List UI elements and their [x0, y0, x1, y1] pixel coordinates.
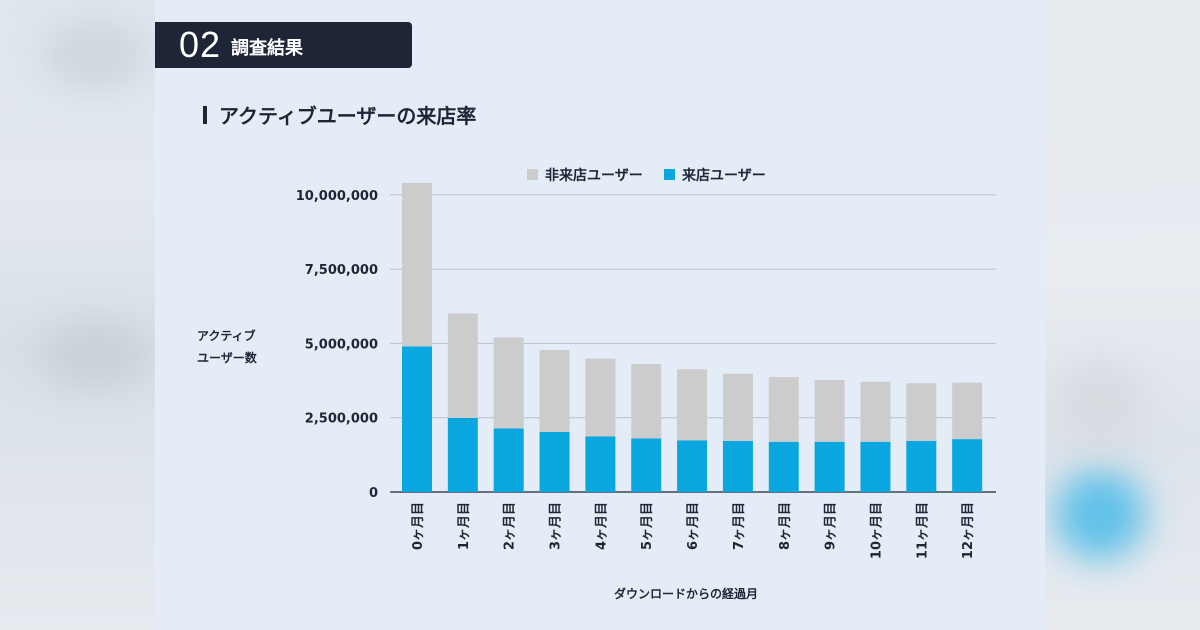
y-tick-label: 2,500,000 [305, 412, 378, 427]
slide-canvas [155, 0, 1045, 630]
bar-segment [631, 438, 662, 492]
bar-segment [722, 440, 753, 492]
left-blurred-background [0, 0, 155, 630]
y-tick-label: 0 [369, 486, 378, 501]
bar-segment [447, 313, 478, 419]
x-tick-label: 8ヶ月目 [778, 502, 793, 550]
bar-segment [814, 379, 845, 442]
bar-segment [402, 182, 432, 347]
bar-segment [768, 377, 799, 442]
blurred-shape [40, 20, 150, 90]
bar-segment [952, 439, 983, 492]
blurred-shape [1055, 360, 1145, 450]
bar-segment [768, 441, 799, 492]
x-axis-title: ダウンロードからの経過月 [614, 586, 758, 601]
legend-swatch [664, 169, 675, 180]
bar-segment [402, 346, 432, 492]
bars [402, 182, 983, 492]
bar-segment [493, 428, 524, 492]
bar-segment [677, 369, 708, 441]
x-tick-label: 4ヶ月目 [594, 502, 609, 550]
bar-segment [493, 337, 524, 429]
bar-segment [539, 349, 570, 432]
bar-segment [906, 440, 937, 492]
bar-segment [631, 363, 662, 439]
y-axis-ticks: 0 2,500,000 5,000,000 7,500,000 10,000,000 [296, 189, 378, 501]
heading-accent-bar [203, 105, 207, 124]
x-tick-label: 5ヶ月目 [640, 502, 655, 550]
page-title: アクティブユーザーの来店率 [219, 104, 477, 128]
x-tick-label: 1ヶ月目 [457, 502, 472, 550]
bar-segment [585, 358, 616, 437]
section-title: 調査結果 [231, 38, 304, 59]
bar-segment [539, 431, 570, 492]
x-tick-label: 6ヶ月目 [686, 502, 701, 550]
x-tick-label: 0ヶ月目 [411, 502, 426, 550]
x-tick-label: 3ヶ月目 [549, 502, 564, 550]
legend: 非来店ユーザー 来店ユーザー [527, 167, 766, 184]
y-tick-label: 7,500,000 [305, 263, 378, 278]
x-tick-label: 11ヶ月目 [915, 502, 930, 559]
blurred-shape [1055, 470, 1145, 560]
section-number: 02 [179, 24, 222, 65]
x-axis-ticks: 0ヶ月目 1ヶ月目 2ヶ月目 3ヶ月目 4ヶ月目 5ヶ月目 6ヶ月目 7ヶ月目 8ヶ月目 9ヶ月目… [411, 502, 976, 559]
legend-swatch [527, 169, 538, 180]
bar-segment [860, 441, 891, 492]
section-tag: 02 調査結果 [155, 22, 412, 68]
bar-segment [906, 383, 937, 441]
x-tick-label: 12ヶ月目 [961, 502, 976, 559]
bar-segment [447, 418, 478, 492]
legend-label: 来店ユーザー [681, 167, 766, 184]
y-tick-label: 5,000,000 [305, 337, 378, 352]
legend-label: 非来店ユーザー [545, 167, 643, 184]
bar-segment [585, 436, 616, 492]
y-tick-label: 10,000,000 [296, 189, 378, 204]
x-tick-label: 10ヶ月目 [869, 502, 884, 559]
y-axis-title-line-1: アクティブ [197, 328, 256, 343]
page-heading: アクティブユーザーの来店率 [203, 100, 476, 129]
blurred-shape [40, 320, 150, 390]
x-tick-label: 7ヶ月目 [732, 502, 747, 550]
bar-segment [860, 381, 891, 442]
x-tick-label: 2ヶ月目 [503, 502, 518, 550]
y-axis-title-line-2: ユーザー数 [197, 350, 258, 365]
bar-segment [952, 382, 983, 440]
right-blurred-background [1045, 0, 1200, 630]
x-tick-label: 9ヶ月目 [824, 502, 839, 550]
bar-segment [814, 441, 845, 492]
bar-segment [722, 373, 753, 441]
bar-segment [677, 440, 708, 492]
